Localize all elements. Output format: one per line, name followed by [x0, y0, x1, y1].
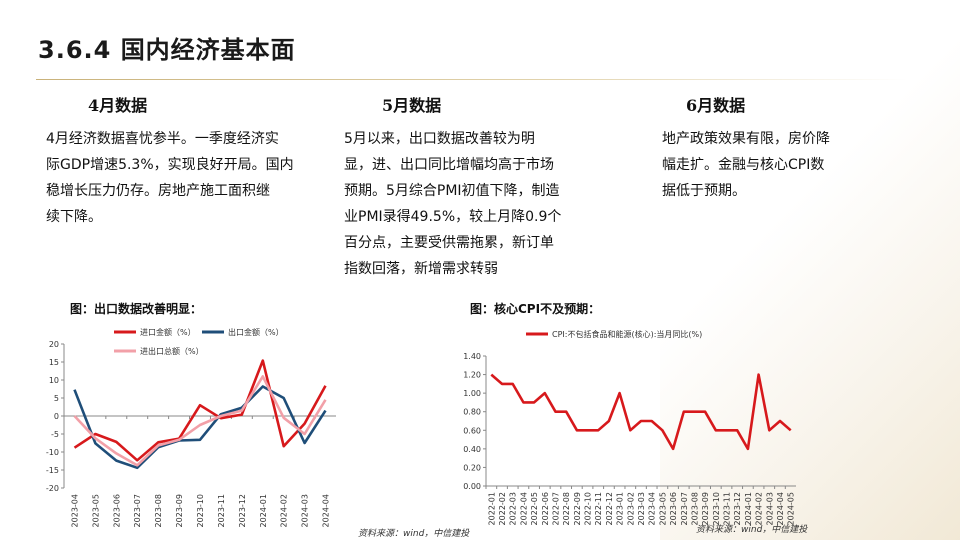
x-tick-label: 2023-10 — [196, 494, 205, 527]
may-line: 业PMI录得49.5%，较上月降0.9个 — [344, 209, 562, 225]
june-line: 幅走扩。金融与核心CPI数 — [662, 157, 825, 173]
april-line: 际GDP增速5.3%，实现良好开局。国内 — [46, 157, 294, 173]
y-tick-label: 0.00 — [463, 482, 481, 491]
y-tick-label: 1.20 — [463, 371, 481, 380]
title-divider — [36, 79, 908, 80]
x-tick-label: 2023-05 — [658, 492, 667, 525]
legend-label: CPI:不包括食品和能源(核心):当月同比(%) — [552, 329, 702, 339]
x-tick-label: 2023-08 — [690, 492, 699, 525]
y-tick-label: 15 — [49, 358, 59, 367]
may-line: 5月以来，出口数据改善较为明 — [344, 131, 535, 147]
x-tick-label: 2024-04 — [776, 492, 785, 525]
april-line: 稳增长压力仍存。房地产施工面积继 — [46, 183, 270, 199]
x-tick-label: 2022-08 — [562, 492, 571, 525]
left-source: 资料来源：wind，中信建投 — [358, 529, 470, 539]
y-tick-label: 1.00 — [463, 389, 481, 398]
june-heading: 6月数据 — [686, 96, 746, 115]
x-tick-label: 2022-10 — [584, 492, 593, 525]
right-chart-title: 图：核心CPI不及预期： — [470, 302, 601, 316]
x-tick-label: 2023-09 — [175, 494, 184, 527]
trade-chart: 20 15 10 5 0 -5 -10 -15 -20 2023-04 2023-05 2023-06… — [46, 327, 336, 527]
x-tick-label: 2022-06 — [541, 492, 550, 525]
series-line — [490, 373, 792, 451]
x-tick-label: 2022-11 — [594, 492, 603, 525]
x-tick-label: 2023-06 — [112, 494, 121, 527]
y-tick-label: 1.40 — [463, 352, 481, 361]
x-tick-label: 2023-01 — [616, 492, 625, 525]
x-tick-label: 2023-05 — [91, 494, 100, 527]
may-text: 5月以来，出口数据改善较为明 显，进、出口同比增幅均高于市场 预期。5月综合PM… — [344, 126, 594, 282]
x-tick-label: 2024-02 — [755, 492, 764, 525]
x-tick-label: 2022-12 — [605, 492, 614, 525]
x-tick-label: 2024-03 — [765, 492, 774, 525]
x-tick-label: 2024-05 — [787, 492, 796, 525]
y-tick-label: 0.60 — [463, 426, 481, 435]
x-tick-label: 2022-02 — [498, 492, 507, 525]
x-tick-label: 2022-07 — [551, 492, 560, 525]
x-tick-label: 2024-04 — [322, 494, 331, 527]
x-tick-label: 2023-11 — [217, 494, 226, 527]
x-tick-label: 2023-02 — [626, 492, 635, 525]
y-tick-label: -15 — [46, 466, 59, 475]
y-tick-label: 0.40 — [463, 445, 481, 454]
y-tick-label: -10 — [46, 448, 59, 457]
may-line: 百分点，主要受供需拖累，新订单 — [344, 235, 554, 251]
x-tick-label: 2024-02 — [280, 494, 289, 527]
x-tick-label: 2023-08 — [154, 494, 163, 527]
april-line: 4月经济数据喜忧参半。一季度经济实 — [46, 131, 279, 147]
x-tick-label: 2022-01 — [487, 492, 496, 525]
may-line: 显，进、出口同比增幅均高于市场 — [344, 157, 554, 173]
y-tick-label: -5 — [51, 430, 59, 439]
y-tick-label: 0.20 — [463, 463, 481, 472]
x-tick-label: 2024-03 — [301, 494, 310, 527]
x-tick-label: 2022-05 — [530, 492, 539, 525]
x-tick-label: 2023-07 — [133, 494, 142, 527]
x-tick-label: 2023-04 — [648, 492, 657, 525]
x-tick-label: 2023-12 — [238, 494, 247, 527]
may-line: 指数回落，新增需求转弱 — [344, 261, 498, 277]
legend-label: 进口金额（%） — [140, 327, 196, 337]
x-tick-label: 2023-10 — [712, 492, 721, 525]
x-tick-label: 2023-12 — [733, 492, 742, 525]
series-line — [73, 375, 327, 467]
x-tick-label: 2024-01 — [259, 494, 268, 527]
series-line — [73, 385, 327, 470]
x-tick-label: 2023-09 — [701, 492, 710, 525]
y-tick-label: -20 — [46, 484, 59, 493]
y-tick-label: 20 — [49, 340, 59, 349]
x-tick-label: 2023-11 — [723, 492, 732, 525]
series-line — [73, 359, 327, 462]
y-tick-label: 10 — [49, 376, 59, 385]
june-text: 地产政策效果有限，房价降 幅走扩。金融与核心CPI数 据低于预期。 — [662, 126, 892, 204]
may-line: 预期。5月综合PMI初值下降，制造 — [344, 183, 560, 199]
right-source: 资料来源：wind，中信建投 — [696, 525, 808, 535]
page-title: 3.6.4 国内经济基本面 — [38, 36, 296, 64]
x-tick-label: 2024-01 — [744, 492, 753, 525]
x-tick-label: 2023-03 — [637, 492, 646, 525]
legend-label: 出口金额（%） — [228, 327, 284, 337]
x-tick-label: 2022-09 — [573, 492, 582, 525]
x-tick-label: 2023-06 — [669, 492, 678, 525]
y-tick-label: 0.80 — [463, 408, 481, 417]
june-line: 地产政策效果有限，房价降 — [662, 131, 830, 147]
may-heading: 5月数据 — [382, 96, 442, 115]
y-tick-label: 5 — [54, 394, 59, 403]
x-tick-label: 2023-04 — [70, 494, 79, 527]
legend-label: 进出口总额（%） — [140, 346, 204, 356]
x-tick-label: 2023-07 — [680, 492, 689, 525]
x-tick-label: 2022-03 — [509, 492, 518, 525]
april-line: 续下降。 — [46, 209, 102, 225]
x-tick-label: 2022-04 — [519, 492, 528, 525]
april-text: 4月经济数据喜忧参半。一季度经济实 际GDP增速5.3%，实现良好开局。国内 稳… — [46, 126, 316, 230]
june-line: 据低于预期。 — [662, 183, 746, 199]
april-heading: 4月数据 — [88, 96, 148, 115]
left-chart-title: 图：出口数据改善明显： — [70, 302, 203, 316]
y-tick-label: 0 — [54, 412, 59, 421]
